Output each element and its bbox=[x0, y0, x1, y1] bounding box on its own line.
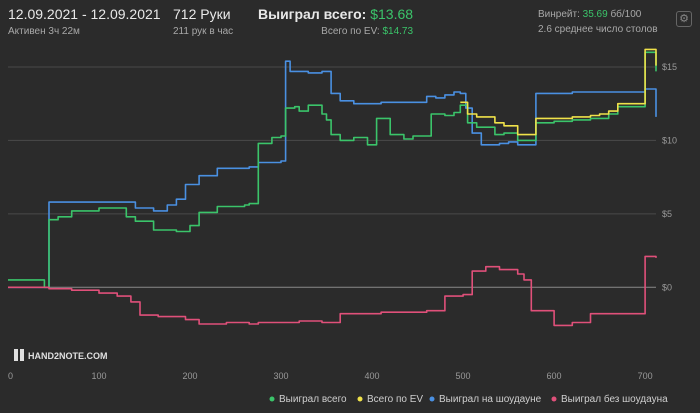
legend-marker-2 bbox=[429, 396, 435, 402]
hands-block: 712 Руки 211 рук в час bbox=[173, 6, 233, 37]
legend-label-1: Всего по EV bbox=[367, 394, 423, 405]
series-line-0 bbox=[8, 60, 657, 289]
winrate-label: Винрейт: bbox=[538, 9, 580, 20]
ev-value: $14.73 bbox=[382, 26, 414, 37]
ev-total: Всего по EV: $14.73 bbox=[258, 26, 413, 37]
y-tick-label: $10 bbox=[662, 135, 677, 145]
logo-text: HAND2NOTE.COM bbox=[28, 351, 108, 361]
y-tick-label: $0 bbox=[662, 282, 672, 292]
x-tick-label: 700 bbox=[638, 371, 653, 381]
logo-mark-2 bbox=[20, 349, 24, 361]
winrate: Винрейт: 35.69 бб/100 bbox=[538, 9, 658, 20]
legend: Выиграл всего Всего по EV Выиграл на шоуда… bbox=[269, 393, 668, 405]
legend-marker-0 bbox=[269, 396, 275, 402]
x-tick-label: 600 bbox=[547, 371, 562, 381]
x-tick-label: 200 bbox=[183, 371, 198, 381]
won-value: $13.68 bbox=[370, 6, 414, 22]
y-tick-label: $15 bbox=[662, 62, 677, 72]
ev-label: Всего по EV: bbox=[321, 26, 380, 37]
y-axis: $0 $5 $10 $15 bbox=[662, 62, 677, 292]
series-line-3 bbox=[8, 255, 657, 327]
grid bbox=[8, 66, 656, 288]
series-lines bbox=[8, 48, 657, 327]
date-block: 12.09.2021 - 12.09.2021 Активен 3ч 22м bbox=[8, 6, 161, 37]
winrate-unit: бб/100 bbox=[610, 9, 642, 20]
gear-icon[interactable]: ⚙ bbox=[676, 11, 692, 27]
legend-marker-1 bbox=[357, 396, 363, 402]
logo-mark bbox=[14, 349, 18, 361]
x-tick-label: 0 bbox=[8, 371, 13, 381]
winrate-value: 35.69 bbox=[582, 9, 608, 20]
y-tick-label: $5 bbox=[662, 209, 672, 219]
hands-per-hour: 211 рук в час bbox=[173, 26, 234, 37]
x-axis: 0 100 200 300 400 500 600 700 bbox=[8, 371, 653, 381]
active-time: Активен 3ч 22м bbox=[8, 26, 80, 37]
series-line-2 bbox=[460, 48, 657, 136]
tables-count: 2.6 среднее число столов bbox=[538, 24, 658, 35]
legend-marker-3 bbox=[551, 396, 557, 402]
x-tick-label: 500 bbox=[456, 371, 471, 381]
series-line-1 bbox=[8, 51, 657, 289]
x-tick-label: 400 bbox=[365, 371, 380, 381]
hands-count: 712 Руки bbox=[173, 6, 231, 22]
legend-label-2: Выиграл на шоудауне bbox=[439, 394, 542, 405]
x-tick-label: 100 bbox=[91, 371, 106, 381]
won-label: Выиграл всего: bbox=[258, 6, 367, 22]
legend-label-0: Выиграл всего bbox=[279, 394, 347, 405]
won-total: Выиграл всего: $13.68 bbox=[258, 6, 413, 22]
won-block: Выиграл всего: $13.68 Всего по EV: $14.7… bbox=[258, 6, 413, 37]
date-range: 12.09.2021 - 12.09.2021 bbox=[8, 6, 161, 22]
winrate-block: Винрейт: 35.69 бб/100 2.6 среднее число … bbox=[538, 6, 658, 35]
logo: HAND2NOTE.COM bbox=[14, 349, 108, 361]
x-tick-label: 300 bbox=[274, 371, 289, 381]
legend-label-3: Выиграл без шоудауна bbox=[561, 393, 668, 405]
